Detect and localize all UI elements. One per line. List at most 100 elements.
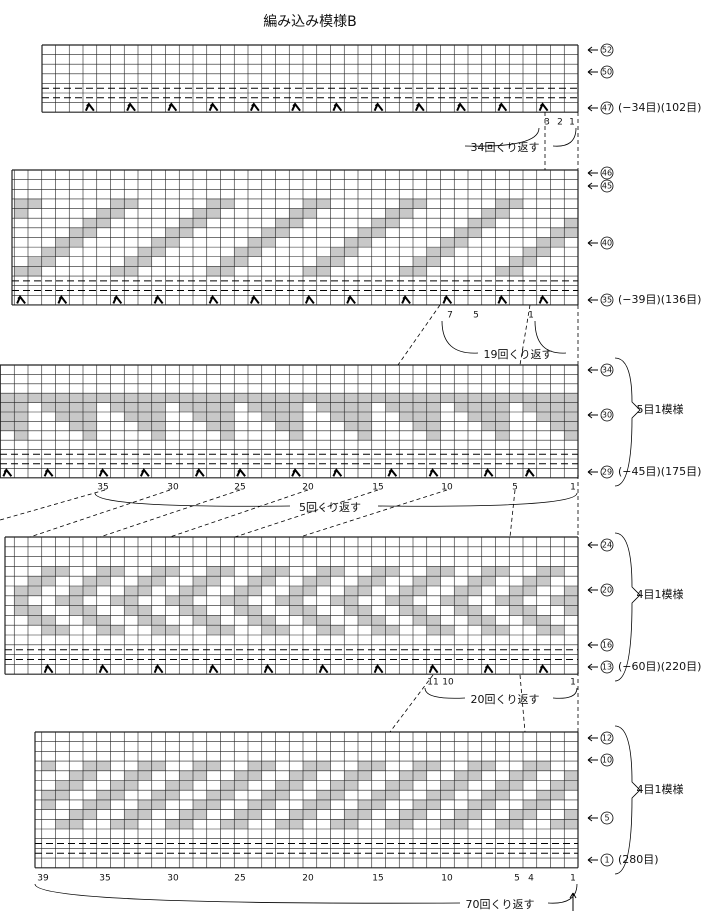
shaded-cell	[179, 393, 193, 403]
arrow-head	[587, 104, 593, 112]
shaded-cell	[358, 586, 372, 596]
arrow-head	[587, 411, 593, 419]
shaded-cell	[509, 256, 523, 267]
shaded-cell	[55, 402, 70, 412]
shaded-cell	[261, 799, 276, 810]
shaded-cell	[275, 566, 290, 577]
shaded-cell	[96, 625, 111, 635]
shaded-cell	[83, 576, 97, 586]
shaded-cell	[179, 595, 193, 606]
shaded-cell	[220, 256, 235, 267]
shaded-cell	[69, 770, 83, 781]
shaded-cell	[55, 566, 70, 577]
shaded-cell	[110, 198, 125, 209]
row-label: 50	[602, 68, 612, 77]
repeat-bracket	[424, 687, 578, 699]
brace	[614, 725, 641, 875]
decrease-symbol	[2, 468, 13, 477]
connector	[519, 674, 526, 733]
shaded-cell	[220, 266, 235, 277]
shaded-cell	[138, 402, 152, 412]
shaded-cell	[316, 615, 331, 626]
shaded-cell	[550, 780, 565, 791]
shaded-cell	[234, 393, 248, 403]
column-number: 10	[441, 874, 453, 884]
shaded-cell	[413, 761, 427, 771]
decrease-symbol	[483, 663, 494, 674]
shaded-cell	[234, 595, 248, 606]
column-number: 20	[302, 874, 314, 884]
shaded-cell	[399, 780, 413, 791]
shaded-cell	[83, 218, 97, 228]
shaded-cell	[124, 256, 138, 267]
column-number: 2	[557, 118, 563, 128]
shaded-cell	[536, 237, 551, 248]
row-circle	[600, 538, 614, 552]
column-number: 5	[514, 874, 520, 884]
shaded-cell	[523, 247, 537, 257]
decrease-symbol	[263, 663, 274, 674]
shaded-cell	[275, 625, 290, 635]
arrow-head	[587, 68, 593, 76]
shaded-cell	[96, 761, 111, 771]
shaded-cell	[509, 809, 523, 820]
shaded-cell	[509, 393, 523, 403]
shaded-cell	[468, 799, 482, 810]
shaded-cell	[495, 790, 510, 800]
shaded-cell	[41, 615, 56, 626]
row-circle	[600, 179, 614, 193]
shaded-cell	[289, 412, 303, 422]
column-number: 39	[37, 874, 49, 884]
shaded-cell	[124, 819, 138, 829]
shaded-cell	[564, 770, 578, 781]
shaded-cell	[316, 625, 331, 635]
shaded-cell	[41, 576, 56, 586]
shaded-cell	[358, 393, 372, 403]
shaded-cell	[536, 625, 551, 635]
shaded-cell	[550, 227, 565, 238]
decrease-symbol	[346, 294, 356, 305]
shaded-cell	[69, 227, 83, 238]
shaded-cell	[28, 256, 42, 267]
decrease-symbol	[456, 102, 466, 112]
shaded-cell	[316, 393, 331, 403]
shaded-cell	[399, 198, 413, 209]
shaded-cell	[495, 421, 510, 431]
repeat-label: 70回くり返す	[466, 898, 535, 911]
shaded-cell	[316, 790, 331, 800]
arrow-head	[587, 663, 593, 671]
shaded-cell	[468, 402, 482, 412]
shaded-cell	[275, 819, 290, 829]
shaded-cell	[220, 566, 235, 577]
shaded-cell	[426, 393, 441, 403]
row-circle	[600, 43, 614, 57]
shaded-cell	[220, 780, 235, 791]
shaded-cell	[440, 566, 455, 577]
shaded-cell	[165, 819, 180, 829]
shaded-cell	[550, 625, 565, 635]
shaded-cell	[440, 595, 455, 606]
shaded-cell	[275, 218, 290, 228]
shaded-cell	[206, 625, 221, 635]
shaded-cell	[344, 393, 358, 403]
shaded-cell	[399, 412, 413, 422]
shaded-cell	[248, 237, 262, 248]
shaded-cell	[28, 393, 42, 403]
shaded-cell	[41, 799, 56, 810]
shaded-cell	[179, 809, 193, 820]
row-circle	[600, 753, 614, 767]
shaded-cell	[69, 402, 83, 412]
shaded-cell	[124, 809, 138, 820]
arrow-head	[587, 239, 593, 247]
shaded-cell	[523, 770, 537, 781]
shaded-cell	[454, 770, 468, 781]
column-number: 10	[441, 483, 453, 493]
row-circle	[600, 363, 614, 377]
shaded-cell	[371, 218, 386, 228]
shaded-cell	[316, 761, 331, 771]
shaded-cell	[481, 393, 496, 403]
shaded-cell	[151, 393, 166, 403]
shaded-cell	[344, 605, 358, 616]
shaded-cell	[495, 566, 510, 577]
shaded-cell	[413, 605, 427, 616]
